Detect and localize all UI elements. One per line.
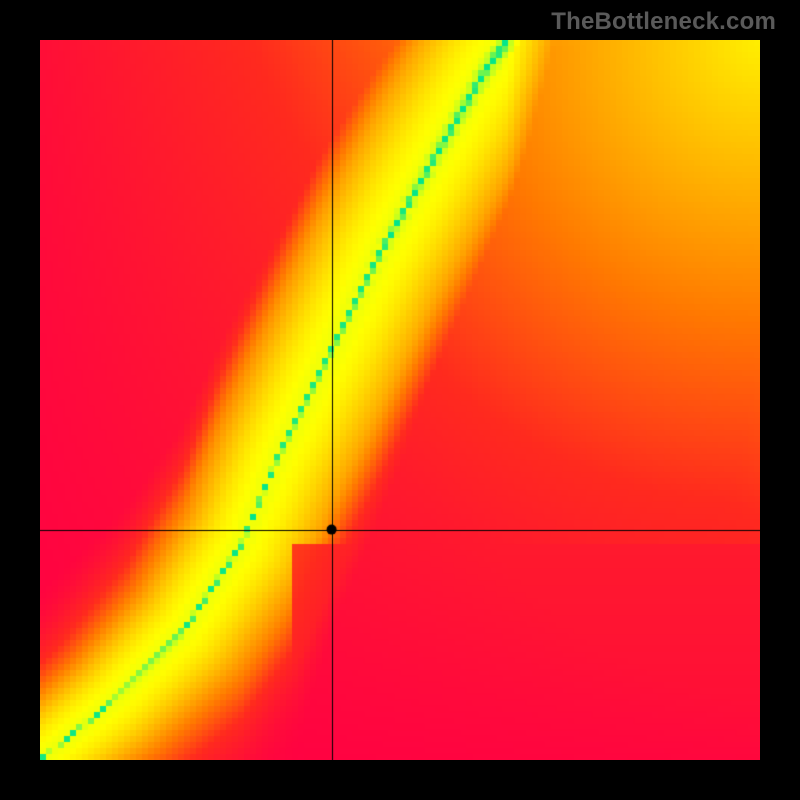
watermark-text: TheBottleneck.com <box>551 8 776 36</box>
heatmap-canvas <box>40 40 760 760</box>
heatmap-plot <box>40 40 760 760</box>
